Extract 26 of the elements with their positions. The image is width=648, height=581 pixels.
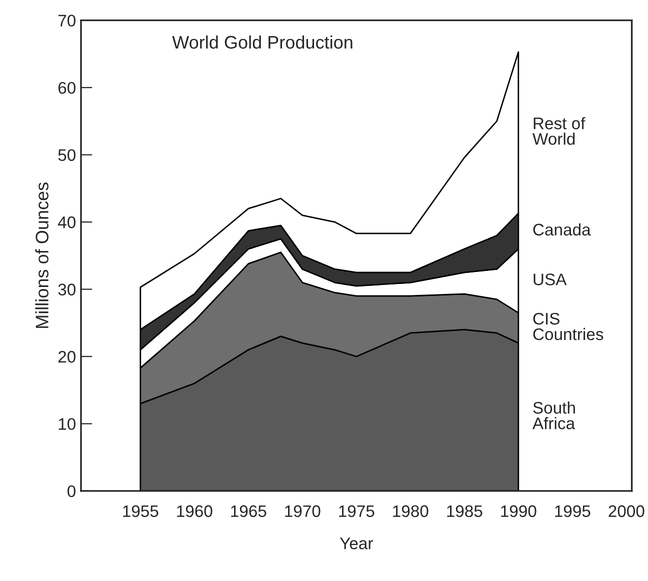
x-tick-label: 1980	[393, 505, 428, 518]
y-tick-label: 40	[58, 216, 76, 228]
series-label: CIS Countries	[533, 312, 604, 340]
x-tick-label: 1955	[123, 505, 158, 518]
series-label: Canada	[533, 223, 591, 236]
series-label: South Africa	[532, 401, 576, 430]
y-tick-label: 60	[58, 82, 76, 94]
x-tick-label: 1995	[555, 505, 590, 518]
series-label: USA	[534, 274, 567, 286]
y-tick-label: 20	[58, 350, 76, 363]
x-tick-label: 1975	[339, 505, 374, 518]
x-tick-label: 2000	[608, 505, 644, 518]
x-tick-label: 1985	[447, 505, 482, 518]
x-axis-title: Year	[340, 538, 373, 550]
y-tick-label: 30	[58, 284, 76, 296]
series-label: Rest of World	[532, 117, 586, 145]
x-tick-label: 1965	[231, 505, 266, 518]
y-axis-title: Millions of Ounces	[35, 182, 48, 328]
y-tick-label: 70	[58, 14, 76, 27]
text: World Gold Production	[172, 35, 352, 49]
y-tick-label: 10	[58, 418, 76, 430]
x-tick-label: 1970	[285, 505, 320, 518]
y-tick-label: 0	[68, 485, 76, 498]
x-tick-label: 1990	[501, 505, 536, 518]
y-tick-label: 50	[58, 149, 76, 161]
x-tick-label: 1960	[177, 505, 212, 518]
